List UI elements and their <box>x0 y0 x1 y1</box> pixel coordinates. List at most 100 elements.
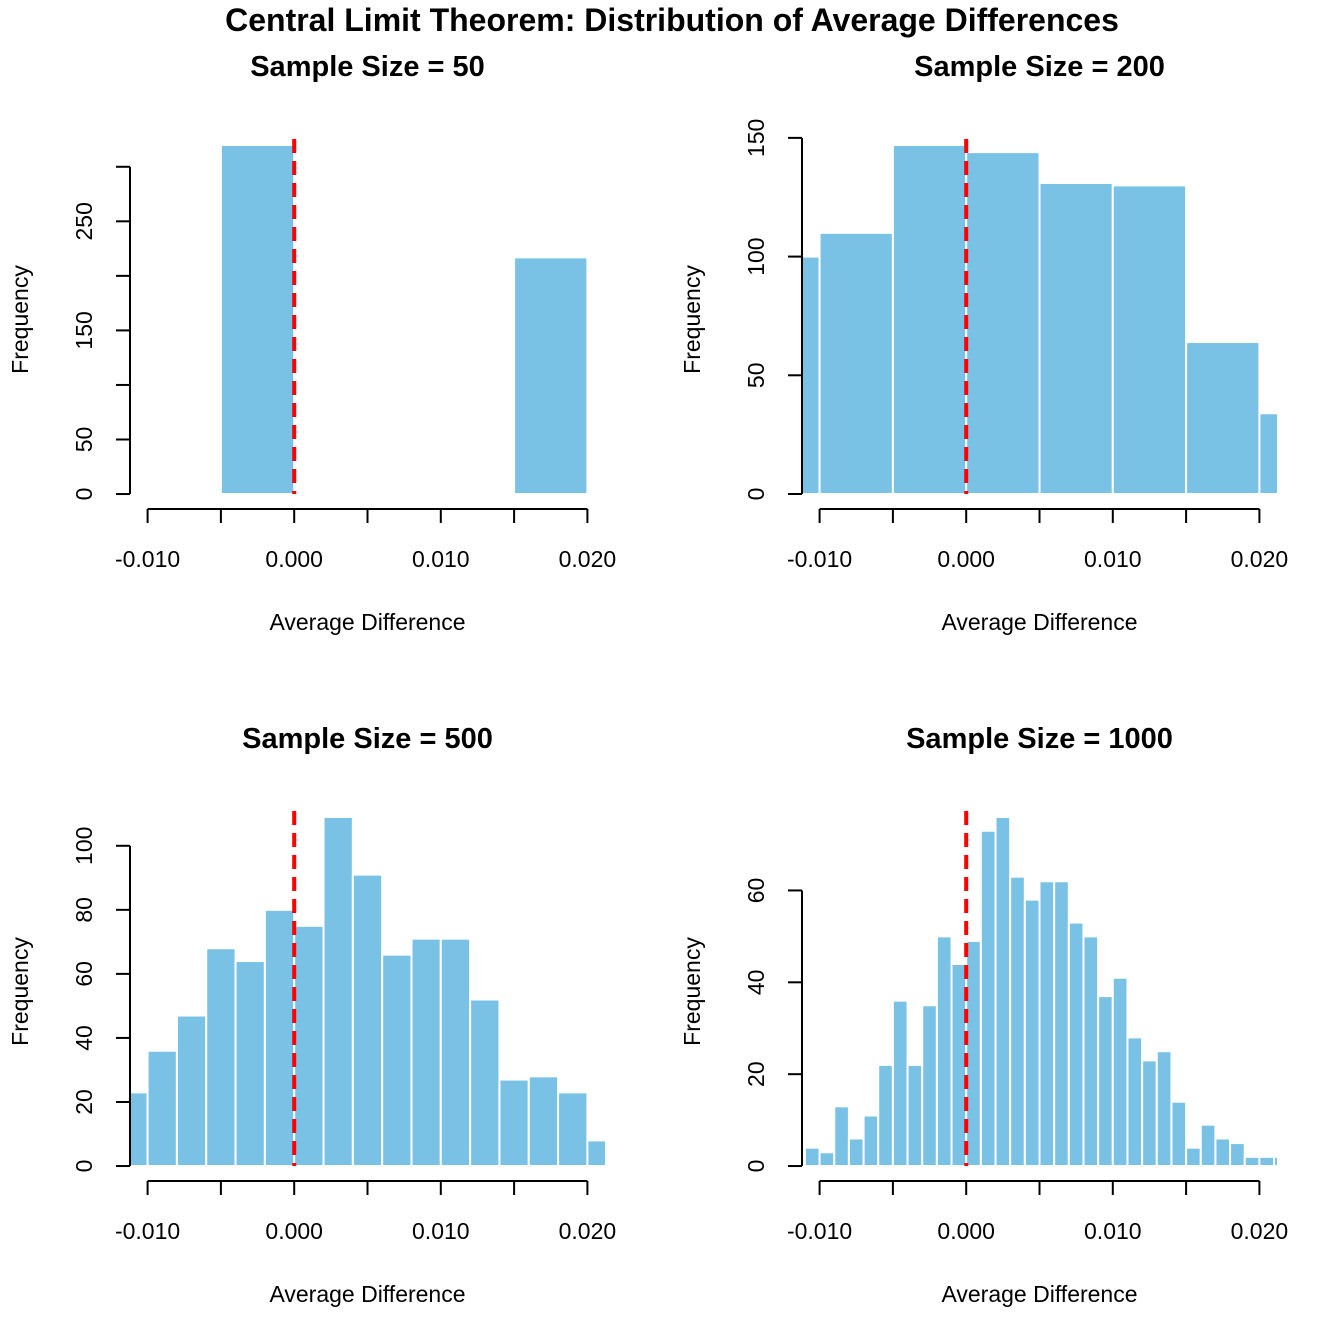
bar <box>965 939 982 1168</box>
x-tick-label: -0.010 <box>115 546 180 572</box>
bar <box>1258 1155 1276 1168</box>
y-tick-label: 100 <box>71 827 97 865</box>
y-tick-label: 50 <box>71 427 97 453</box>
bar <box>439 937 472 1168</box>
bar <box>234 960 266 1168</box>
bar <box>891 144 968 495</box>
bar <box>1097 995 1114 1168</box>
bar <box>293 924 325 1168</box>
bar <box>906 1063 924 1168</box>
bar <box>1199 1123 1217 1168</box>
y-tick-label: 80 <box>71 897 97 923</box>
bar <box>979 829 997 1168</box>
x-tick-label: 0.000 <box>265 546 323 572</box>
bar <box>205 947 237 1168</box>
x-tick-label: 0.020 <box>559 1218 617 1244</box>
bar <box>351 873 384 1168</box>
bar <box>1185 1146 1202 1168</box>
bar <box>498 1078 530 1168</box>
bar <box>1038 181 1114 495</box>
y-tick-label: 40 <box>743 970 769 996</box>
bar <box>557 1091 589 1168</box>
bar <box>130 1091 149 1168</box>
bar <box>381 953 413 1168</box>
x-tick-label: -0.010 <box>787 1218 852 1244</box>
panel: Sample Size = 500 Average Difference Frequ… <box>7 723 617 1307</box>
bar <box>994 815 1012 1168</box>
panel-title: Sample Size = 200 <box>914 51 1165 83</box>
y-tick-label: 0 <box>71 488 97 501</box>
y-tick-label: 0 <box>71 1160 97 1173</box>
bar <box>513 256 589 496</box>
bar <box>1141 1059 1158 1168</box>
bar <box>1170 1100 1188 1168</box>
bar <box>950 962 968 1168</box>
bar <box>1258 412 1277 495</box>
y-tick-label: 40 <box>71 1025 97 1051</box>
y-tick-label: 0 <box>743 1160 769 1173</box>
panel-title: Sample Size = 500 <box>242 723 493 755</box>
x-tick-label: 0.010 <box>412 546 470 572</box>
bar <box>1111 184 1188 495</box>
x-tick-label: 0.010 <box>1084 546 1142 572</box>
panel: Sample Size = 50 Average Difference Freque… <box>7 51 616 635</box>
x-tick-label: 0.020 <box>1231 546 1289 572</box>
y-axis-label: Frequency <box>679 265 705 374</box>
figure-title: Central Limit Theorem: Distribution of A… <box>225 2 1119 38</box>
bar <box>1185 341 1261 495</box>
y-axis-label: Frequency <box>7 265 33 374</box>
bar <box>1243 1155 1261 1168</box>
x-axis-label: Average Difference <box>941 609 1137 635</box>
bar <box>410 937 442 1168</box>
bar <box>818 231 894 495</box>
x-tick-label: -0.010 <box>115 1218 180 1244</box>
bar <box>219 143 296 496</box>
bar <box>1126 1036 1144 1168</box>
bars <box>130 815 605 1168</box>
bar <box>833 1105 850 1168</box>
y-tick-label: 150 <box>71 311 97 349</box>
x-axis-label: Average Difference <box>941 1281 1137 1307</box>
bars <box>803 815 1277 1168</box>
bar <box>847 1137 865 1168</box>
y-tick-label: 20 <box>71 1089 97 1115</box>
bar <box>965 151 1041 495</box>
bar <box>891 999 909 1168</box>
y-tick-label: 100 <box>743 237 769 275</box>
bar <box>263 908 296 1168</box>
y-tick-label: 60 <box>743 878 769 904</box>
y-axis-label: Frequency <box>679 937 705 1046</box>
bar <box>527 1075 560 1168</box>
y-tick-label: 150 <box>743 119 769 157</box>
x-tick-label: 0.010 <box>1084 1218 1142 1244</box>
y-tick-label: 250 <box>71 202 97 240</box>
panel: Sample Size = 200 Average Difference Frequ… <box>679 51 1289 635</box>
bar <box>175 1014 208 1168</box>
bar <box>1053 880 1070 1168</box>
bar <box>818 1151 836 1168</box>
bar <box>1155 1050 1173 1168</box>
panel-title: Sample Size = 50 <box>250 51 485 83</box>
bar <box>1023 898 1041 1168</box>
bar <box>1082 935 1100 1168</box>
bar <box>803 1146 821 1168</box>
y-tick-label: 0 <box>743 488 769 501</box>
bars <box>802 144 1277 495</box>
bar <box>862 1114 880 1168</box>
x-tick-label: 0.020 <box>1231 1218 1289 1244</box>
bar <box>877 1063 894 1168</box>
panel: Sample Size = 1000 Average Difference Freq… <box>679 723 1289 1307</box>
bar <box>322 815 354 1168</box>
x-tick-label: 0.000 <box>937 546 995 572</box>
y-tick-label: 50 <box>743 362 769 388</box>
bar <box>1038 880 1056 1168</box>
bar <box>1111 976 1129 1168</box>
y-axis-label: Frequency <box>7 937 33 1046</box>
bars <box>219 143 589 496</box>
x-tick-label: 0.010 <box>412 1218 470 1244</box>
y-tick-label: 20 <box>743 1061 769 1087</box>
bar <box>146 1049 178 1168</box>
x-tick-label: 0.020 <box>559 546 617 572</box>
panel-title: Sample Size = 1000 <box>906 723 1173 755</box>
